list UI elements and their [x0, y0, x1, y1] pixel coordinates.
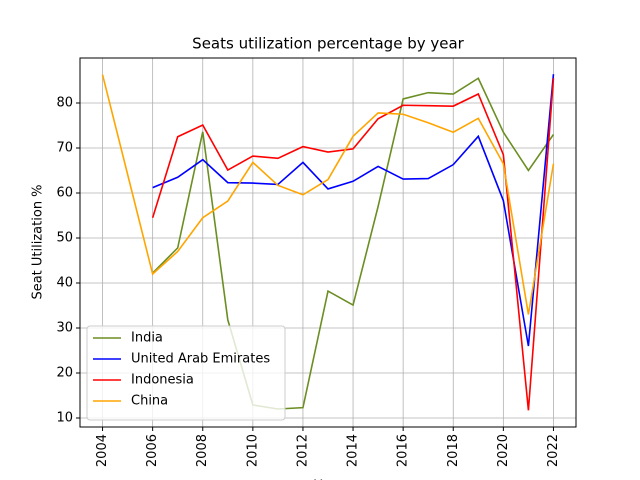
series-line: [152, 77, 555, 410]
x-tick-label: 2022: [546, 434, 561, 467]
y-tick-label: 70: [56, 141, 73, 156]
y-axis-label: Seat Utilization %: [31, 184, 46, 299]
x-tick-label: 2010: [245, 434, 260, 467]
x-tick-label: 2014: [346, 434, 361, 467]
series-line: [151, 78, 555, 411]
legend-box: [86, 325, 286, 421]
legend-label: Indonesia: [131, 373, 194, 388]
x-tick-label: 2008: [195, 434, 210, 467]
y-tick-label: 20: [56, 366, 73, 381]
legend-label: India: [131, 331, 163, 346]
x-tick-label: 2012: [295, 434, 310, 467]
x-tick-label: 2006: [145, 434, 160, 467]
y-tick-label: 80: [56, 96, 73, 111]
chart-title: Seats utilization percentage by year: [192, 35, 464, 53]
plot-frame: [79, 57, 577, 428]
x-tick-label: 2004: [95, 434, 110, 467]
series-line: [152, 74, 555, 347]
y-tick-label: 40: [56, 276, 73, 291]
legend-label: United Arab Emirates: [131, 352, 270, 367]
y-tick-label: 50: [56, 231, 73, 246]
y-tick-label: 60: [56, 186, 73, 201]
x-tick-label: 2020: [496, 434, 511, 467]
y-tick-label: 10: [56, 411, 73, 426]
series-line: [101, 74, 555, 315]
x-tick-label: 2016: [396, 434, 411, 467]
x-tick-label: 2018: [446, 434, 461, 467]
legend-label: China: [131, 394, 168, 409]
y-tick-label: 30: [56, 321, 73, 336]
x-axis-label: Year: [313, 479, 342, 480]
